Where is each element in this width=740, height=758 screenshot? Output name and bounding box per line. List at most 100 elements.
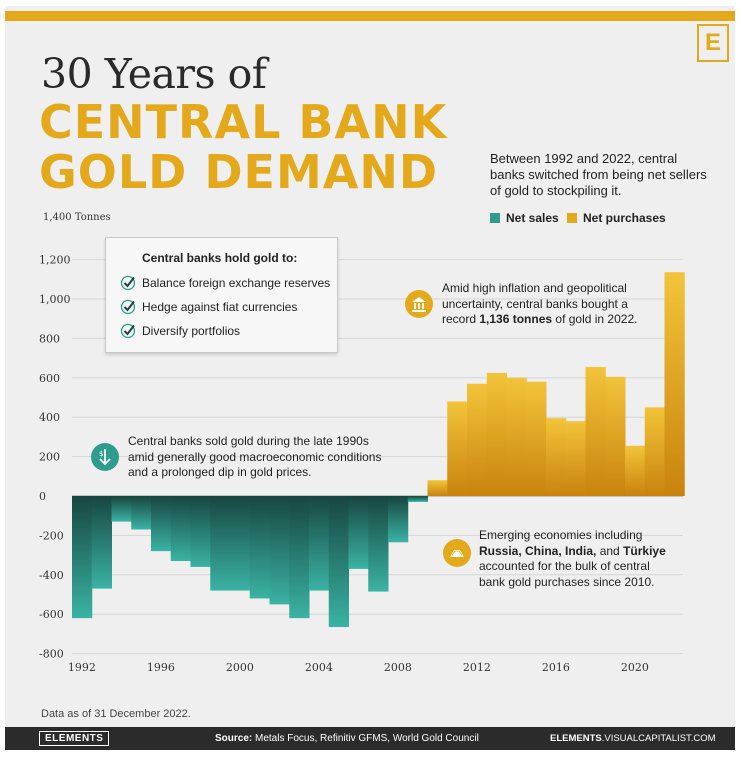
title-line-3: GOLD DEMAND [39, 145, 439, 199]
title-line-2: CENTRAL BANK [39, 95, 448, 149]
bar-2010 [427, 480, 448, 496]
bar-2017 [565, 421, 586, 496]
data-note: Data as of 31 December 2022. [41, 708, 191, 720]
bar-2005 [328, 496, 349, 628]
bar-1998 [190, 496, 211, 567]
elements-brand-badge: ELEMENTS [39, 731, 110, 746]
bar-1994 [111, 496, 132, 522]
gold-bars-icon [443, 539, 471, 567]
emerging-text: Emerging economies including [479, 528, 643, 542]
hold-item-label: Diversify portfolios [142, 324, 241, 338]
emerging-and: and [596, 543, 624, 558]
bar-2021 [644, 407, 665, 496]
x-tick-label: 1996 [147, 661, 175, 674]
bar-2015 [526, 381, 547, 496]
bar-2007 [368, 496, 389, 592]
source-line: Source: Metals Focus, Refinitiv GFMS, Wo… [215, 733, 479, 744]
x-tick-label: 2012 [463, 661, 491, 674]
elements-logo: E [697, 24, 729, 62]
sold-annotation: Central banks sold gold during the late … [128, 434, 382, 479]
hold-item-label: Hedge against fiat currencies [142, 300, 298, 314]
record-value: 1,136 tonnes [479, 312, 553, 326]
x-axis-labels: 1992 1996 2000 2004 2008 2012 2016 2020 [68, 661, 649, 674]
top-accent-bar [5, 11, 735, 21]
bar-2016 [546, 418, 567, 496]
net-purchases-label: Net purchases [583, 211, 666, 225]
hold-item-label: Balance foreign exchange reserves [142, 276, 331, 290]
bar-1999 [210, 496, 231, 591]
y-tick-label: 800 [39, 332, 60, 345]
intro-text: Between 1992 and 2022, central banks swi… [490, 151, 707, 198]
bars [72, 272, 685, 628]
bar-2001 [249, 496, 270, 599]
net-purchases-swatch [567, 213, 577, 223]
x-tick-label: 2020 [621, 661, 649, 674]
y-tick-label: -400 [39, 569, 64, 582]
check-icon [120, 299, 136, 315]
site-link[interactable]: ELEMENTS.VISUALCAPITALIST.COM [550, 733, 716, 744]
bar-2018 [585, 366, 606, 496]
y-tick-label: 1,000 [39, 293, 71, 306]
check-icon [120, 323, 136, 339]
y-tick-label: -800 [39, 648, 64, 661]
bar-1996 [151, 496, 172, 552]
check-icon [120, 275, 136, 291]
y-tick-label: 400 [39, 411, 60, 424]
emerging-text-end: accounted for the bulk of central bank g… [479, 559, 655, 589]
bar-2008 [388, 496, 409, 543]
record-annotation: Amid high inflation and geopolitical unc… [442, 281, 642, 328]
bar-2002 [269, 496, 290, 605]
bar-1993 [91, 496, 112, 589]
net-sales-label: Net sales [506, 211, 559, 225]
bar-2003 [289, 496, 310, 619]
y-tick-label: 1,200 [39, 254, 71, 267]
site-bold: ELEMENTS [550, 733, 602, 744]
bar-chart: 1,2001,0008006004002000-200-400-600-800 … [39, 254, 685, 674]
unit-text: Tonnes [74, 212, 111, 223]
infographic: E 30 Years of CENTRAL BANK GOLD DEMAND B… [5, 6, 735, 750]
bar-2012 [467, 383, 488, 496]
y-tick-label: 200 [39, 451, 60, 464]
site-rest: .VISUALCAPITALIST.COM [601, 733, 716, 744]
legend-net-purchases: Net purchases [567, 211, 666, 225]
record-text: Amid high inflation and geopolitical unc… [442, 281, 628, 326]
bar-2004 [309, 496, 330, 591]
hold-box-title: Central banks hold gold to: [142, 251, 298, 265]
x-tick-label: 2008 [384, 661, 412, 674]
y-axis-labels: 1,200 1,000 800 600 400 200 0 -200 -400 -600 -800 [39, 254, 71, 661]
legend-net-sales: Net sales [490, 211, 559, 225]
bar-2019 [605, 376, 626, 496]
bar-2013 [486, 372, 507, 496]
bar-1995 [131, 496, 152, 530]
emerging-annotation: Emerging economies including Russia, Chi… [479, 528, 679, 590]
emerging-country-turkiye: Türkiye [623, 543, 666, 558]
x-tick-label: 2016 [542, 661, 570, 674]
y-tick-label: 600 [39, 372, 60, 385]
y-tick-label: 0 [39, 490, 46, 503]
source-label: Source: [215, 733, 253, 744]
bank-icon [405, 290, 433, 318]
y-tick-label: -600 [39, 608, 64, 621]
x-tick-label: 2000 [226, 661, 254, 674]
bar-2000 [230, 496, 251, 591]
y-tick-label: -200 [39, 529, 64, 542]
hold-gold-box: Central banks hold gold to: Balance fore… [105, 237, 338, 353]
bar-2022 [664, 272, 685, 496]
bar-2011 [447, 401, 468, 496]
sell-down-icon: $ [91, 443, 119, 471]
record-text-end: of gold in 2022. [552, 312, 638, 326]
footer-bar: ELEMENTS Source: Metals Focus, Refinitiv… [5, 727, 735, 750]
x-tick-label: 2004 [305, 661, 333, 674]
bar-2020 [625, 445, 646, 496]
y-unit-label: 1,400 Tonnes [43, 212, 111, 223]
title-line-1: 30 Years of [41, 50, 267, 98]
bar-1992 [72, 496, 93, 619]
x-tick-label: 1992 [68, 661, 96, 674]
source-text: Metals Focus, Refinitiv GFMS, World Gold… [255, 733, 479, 744]
bar-2009 [407, 496, 428, 502]
net-sales-swatch [490, 213, 500, 223]
svg-text:$: $ [99, 450, 103, 458]
bar-2006 [348, 496, 369, 569]
bar-1997 [170, 496, 191, 562]
bar-2014 [506, 377, 527, 496]
